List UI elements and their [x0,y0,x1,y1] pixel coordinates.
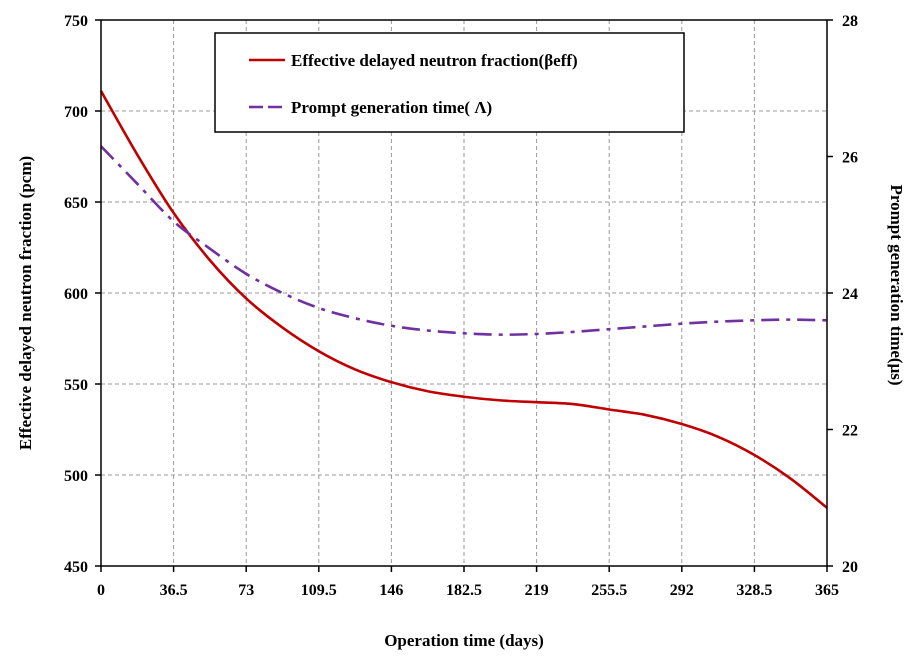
x-tick-label: 109.5 [301,582,337,599]
x-tick-label: 182.5 [446,582,482,599]
series-line-lambda [100,145,828,336]
y-axis-left-title: Effective delayed neutron fraction (pcm) [16,156,35,450]
y-left-tick-label: 450 [64,559,88,576]
x-tick-label: 36.5 [160,582,188,599]
x-tick-label: 365 [815,582,839,599]
y-left-tick-label: 650 [64,195,88,212]
x-tick-label: 219 [525,582,549,599]
y-left-tick-label: 750 [64,13,88,30]
y-right-tick-label: 20 [842,559,858,576]
series-line-beff [99,90,828,509]
x-tick-label: 73 [238,582,254,599]
y-axis-right-title: Prompt generation time(μs) [887,185,906,386]
legend: Effective delayed neutron fraction(βeff)… [214,32,685,133]
x-tick-label: 292 [670,582,694,599]
x-axis-title: Operation time (days) [384,631,544,650]
y-right-tick-label: 22 [842,423,858,440]
x-tick-label: 0 [97,582,105,599]
ticks: 0 36.5 73 109.5 146 182.5 219 255.5 292 328.5 365 4… [64,13,858,599]
x-tick-label: 328.5 [736,582,772,599]
x-tick-label: 146 [379,582,403,599]
legend-box [214,32,685,133]
y-right-tick-label: 24 [842,286,858,303]
y-right-tick-label: 28 [842,13,858,30]
legend-label-lambda: Prompt generation time( Λ) [291,98,492,117]
y-left-tick-label: 700 [64,104,88,121]
legend-label-beff: Effective delayed neutron fraction(βeff) [291,51,578,70]
y-left-tick-label: 600 [64,286,88,303]
y-left-tick-label: 500 [64,468,88,485]
series-layer [99,90,828,509]
y-right-tick-label: 26 [842,150,858,167]
y-left-tick-label: 550 [64,377,88,394]
x-tick-label: 255.5 [591,582,627,599]
